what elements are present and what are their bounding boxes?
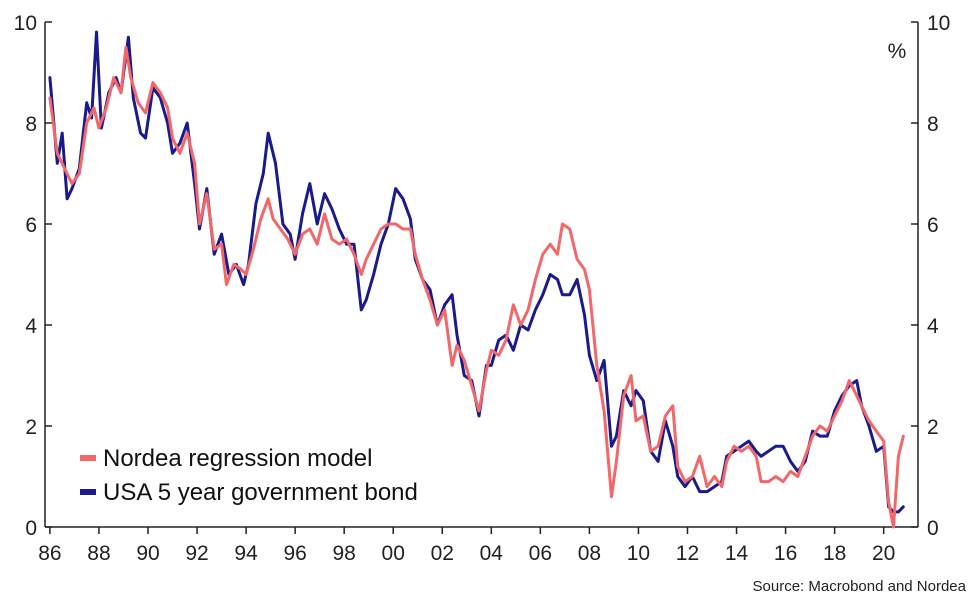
x-tick-label-04: 04 bbox=[480, 542, 504, 565]
x-tick-label-16: 16 bbox=[774, 542, 797, 565]
legend-label-nordea-regression-model: Nordea regression model bbox=[103, 445, 372, 472]
x-tick-label-98: 98 bbox=[332, 542, 355, 565]
x-tick-label-86: 86 bbox=[38, 542, 61, 565]
y-tick-label-left-4: 4 bbox=[25, 315, 37, 338]
unit-label: % bbox=[888, 40, 907, 63]
x-tick-label-96: 96 bbox=[283, 542, 306, 565]
x-tick-label-00: 00 bbox=[382, 542, 405, 565]
x-tick-label-02: 02 bbox=[431, 542, 454, 565]
x-tick-label-20: 20 bbox=[872, 542, 895, 565]
x-tick-label-08: 08 bbox=[578, 542, 601, 565]
y-tick-label-right-2: 2 bbox=[927, 416, 939, 439]
x-tick-label-12: 12 bbox=[676, 542, 699, 565]
x-tick-label-88: 88 bbox=[87, 542, 110, 565]
legend-label-usa-5-year-government-bond: USA 5 year government bond bbox=[103, 479, 418, 506]
y-tick-label-left-0: 0 bbox=[25, 517, 37, 540]
y-tick-label-right-10: 10 bbox=[927, 12, 950, 35]
x-tick-label-90: 90 bbox=[136, 542, 159, 565]
series-layer bbox=[48, 30, 905, 529]
y-tick-label-left-10: 10 bbox=[14, 12, 37, 35]
plot-frame bbox=[44, 22, 919, 528]
source-note: Source: Macrobond and Nordea bbox=[752, 578, 966, 595]
legend: Nordea regression model USA 5 year gover… bbox=[80, 445, 418, 506]
x-tick-label-18: 18 bbox=[823, 542, 846, 565]
y-tick-label-right-4: 4 bbox=[927, 315, 939, 338]
y-tick-label-right-6: 6 bbox=[927, 214, 939, 237]
x-tick-label-14: 14 bbox=[725, 542, 749, 565]
y-tick-label-left-6: 6 bbox=[25, 214, 37, 237]
y-tick-label-left-8: 8 bbox=[25, 113, 37, 136]
series-line-usa-5-year-government-bond bbox=[48, 30, 905, 514]
y-tick-label-right-8: 8 bbox=[927, 113, 939, 136]
y-tick-label-right-0: 0 bbox=[927, 517, 939, 540]
y-tick-label-left-2: 2 bbox=[25, 416, 37, 439]
x-tick-label-94: 94 bbox=[234, 542, 258, 565]
x-tick-label-06: 06 bbox=[529, 542, 552, 565]
x-tick-label-92: 92 bbox=[185, 542, 208, 565]
x-tick-label-10: 10 bbox=[627, 542, 650, 565]
series-line-nordea-regression-model bbox=[48, 45, 905, 529]
